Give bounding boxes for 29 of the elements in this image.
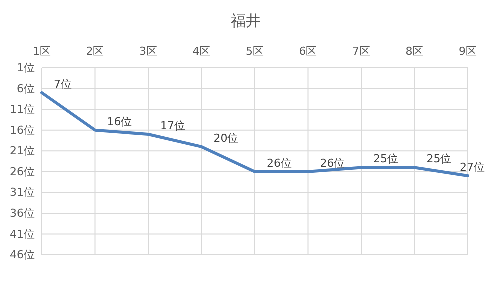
- y-tick-label: 31位: [10, 186, 35, 200]
- data-label: 17位: [160, 119, 186, 132]
- data-label: 7位: [54, 78, 72, 91]
- y-tick-label: 41位: [10, 228, 35, 241]
- x-tick-label: 1区: [33, 45, 51, 58]
- data-label: 25位: [374, 152, 398, 166]
- y-tick-label: 36位: [10, 206, 35, 220]
- x-tick-label: 9区: [459, 45, 477, 58]
- chart-title: 福井: [231, 12, 261, 30]
- x-tick-label: 7区: [352, 45, 370, 58]
- y-tick-label: 46位: [10, 248, 35, 262]
- x-tick-label: 3区: [140, 45, 158, 58]
- data-label: 26位: [267, 156, 292, 170]
- x-tick-label: 4区: [192, 45, 211, 58]
- y-tick-label: 21位: [10, 144, 35, 158]
- x-tick-label: 6区: [299, 45, 318, 58]
- data-label: 16位: [107, 115, 132, 128]
- y-tick-label: 11位: [10, 103, 35, 116]
- x-tick-label: 2区: [86, 45, 104, 58]
- y-tick-label: 26位: [10, 165, 35, 178]
- y-tick-label: 6位: [17, 82, 35, 96]
- y-tick-label: 1位: [17, 62, 35, 75]
- x-tick-label: 5区: [246, 45, 264, 58]
- data-label: 20位: [214, 132, 239, 145]
- y-tick-label: 16位: [10, 124, 35, 137]
- x-tick-label: 8区: [406, 45, 424, 58]
- data-label: 26位: [320, 156, 346, 170]
- data-label: 27位: [460, 161, 485, 174]
- data-label: 25位: [426, 152, 452, 166]
